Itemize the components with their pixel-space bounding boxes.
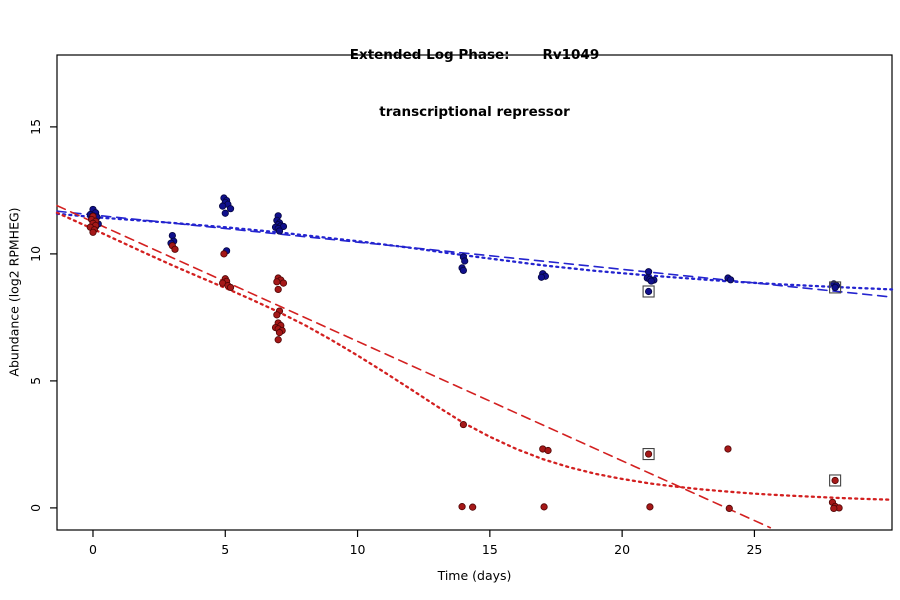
data-point-series-red — [459, 420, 467, 429]
data-point-series-red — [273, 311, 281, 319]
flagged-point-box — [829, 281, 842, 294]
flagged-point-series-blue — [831, 283, 839, 292]
red-dotted-fit — [55, 211, 894, 501]
x-tick-label: 15 — [482, 542, 498, 557]
x-tick-label: 5 — [221, 542, 229, 557]
data-point-series-blue — [537, 273, 546, 281]
data-point-series-red — [274, 285, 282, 294]
blue-dotted-fit — [55, 212, 894, 291]
flagged-point-series-red — [831, 476, 839, 485]
data-point-series-red — [274, 336, 282, 344]
data-point-series-red — [646, 503, 654, 511]
blue-dashed-fit — [56, 210, 893, 298]
data-point-series-blue — [461, 257, 469, 265]
flagged-point-box — [642, 285, 655, 298]
chart-title-line2: transcriptional repressor — [379, 104, 570, 120]
data-point-series-blue — [644, 268, 653, 276]
data-point-series-red — [469, 503, 477, 511]
data-point-series-blue — [459, 266, 467, 275]
data-point-series-blue — [275, 227, 284, 235]
data-point-series-blue — [219, 202, 227, 210]
data-point-series-red — [171, 245, 179, 253]
data-point-series-red — [724, 445, 732, 453]
plot-box — [56, 54, 893, 531]
data-point-series-red — [725, 504, 733, 513]
data-point-series-red — [458, 503, 466, 511]
data-point-series-blue — [221, 209, 229, 217]
data-point-series-red — [226, 283, 235, 292]
data-point-series-red — [220, 250, 228, 258]
flagged-point-box — [642, 448, 655, 461]
x-tick-label: 0 — [89, 542, 97, 557]
x-tick-label: 20 — [614, 542, 630, 557]
x-tick-label: 10 — [350, 542, 366, 557]
x-axis-label: Time (days) — [437, 568, 512, 583]
data-point-series-red — [279, 279, 288, 287]
flagged-point-box — [829, 474, 842, 487]
x-tick-label: 25 — [746, 542, 762, 557]
data-point-series-red — [275, 329, 284, 337]
data-point-series-blue — [647, 277, 655, 285]
data-point-series-red — [830, 504, 838, 513]
red-dashed-fit — [56, 204, 772, 529]
y-tick-label: 0 — [28, 504, 43, 512]
data-point-series-red — [540, 503, 548, 511]
data-point-series-red — [273, 278, 281, 286]
flagged-point-series-red — [644, 450, 653, 458]
data-point-series-blue — [226, 205, 235, 213]
data-point-series-red — [544, 446, 552, 455]
y-tick-label: 10 — [28, 246, 43, 262]
data-point-series-blue — [727, 276, 735, 284]
data-point-series-red — [89, 228, 97, 236]
y-tick-label: 5 — [28, 377, 43, 385]
y-tick-label: 15 — [28, 119, 43, 135]
flagged-point-series-blue — [644, 287, 653, 296]
